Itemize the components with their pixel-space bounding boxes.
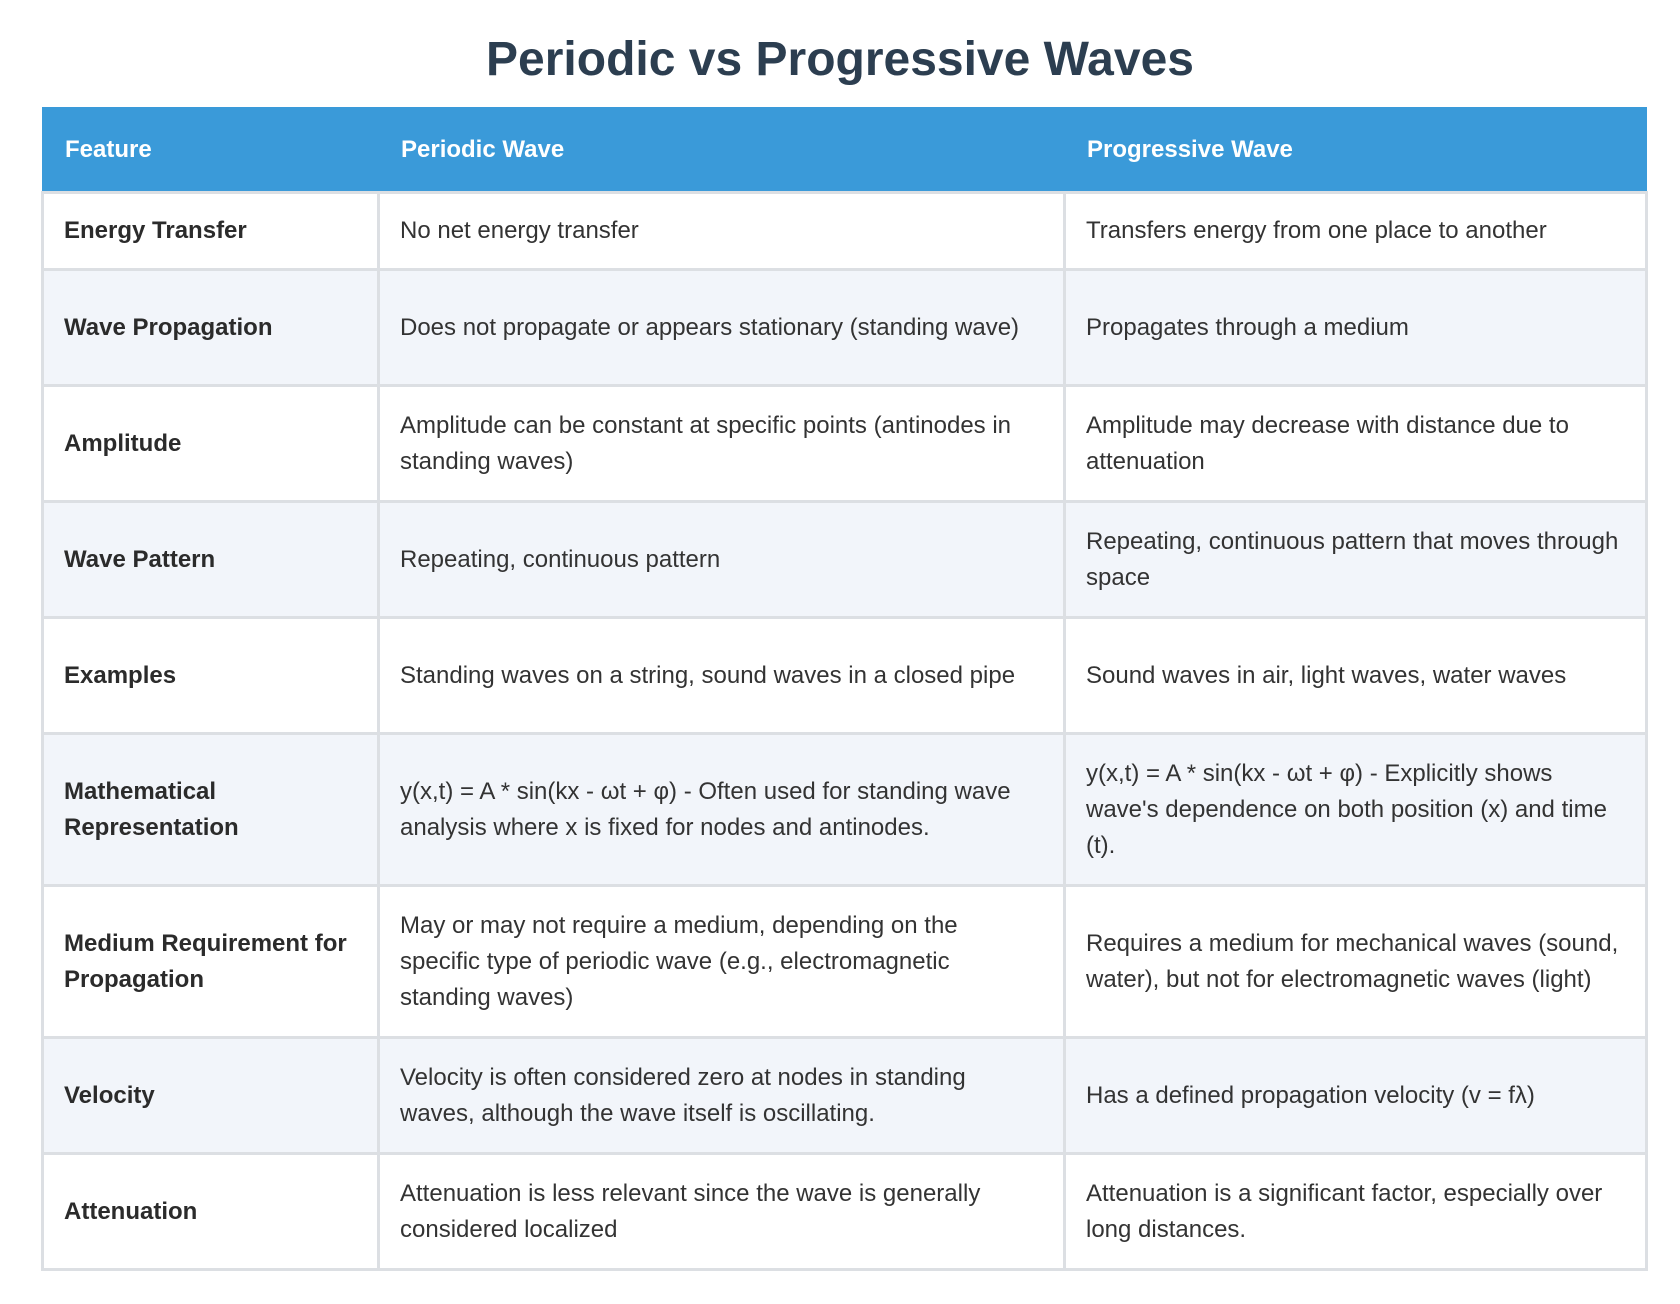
periodic-cell: Attenuation is less relevant since the w… — [377, 1152, 1066, 1271]
feature-cell: Energy Transfer — [41, 191, 380, 271]
table-row: Wave Pattern Repeating, continuous patte… — [41, 500, 1648, 619]
periodic-cell: Velocity is often considered zero at nod… — [377, 1036, 1066, 1155]
progressive-cell: Has a defined propagation velocity (v = … — [1063, 1036, 1648, 1155]
progressive-cell: Sound waves in air, light waves, water w… — [1063, 616, 1648, 735]
table-row: Examples Standing waves on a string, sou… — [41, 616, 1648, 735]
table-row: Medium Requirement for Propagation May o… — [41, 884, 1648, 1039]
periodic-cell: Repeating, continuous pattern — [377, 500, 1066, 619]
page-title: Periodic vs Progressive Waves — [486, 33, 1194, 86]
periodic-cell: Does not propagate or appears stationary… — [377, 268, 1066, 387]
table-row: Velocity Velocity is often considered ze… — [41, 1036, 1648, 1155]
progressive-cell: y(x,t) = A * sin(kx - ωt + φ) - Explicit… — [1063, 732, 1648, 887]
table-row: Attenuation Attenuation is less relevant… — [41, 1152, 1648, 1271]
progressive-cell: Repeating, continuous pattern that moves… — [1063, 500, 1648, 619]
progressive-cell: Attenuation is a significant factor, esp… — [1063, 1152, 1648, 1271]
header-feature: Feature — [42, 107, 379, 193]
progressive-cell: Amplitude may decrease with distance due… — [1063, 384, 1648, 503]
table-row: Energy Transfer No net energy transfer T… — [41, 191, 1648, 271]
progressive-cell: Transfers energy from one place to anoth… — [1063, 191, 1648, 271]
table-row: Amplitude Amplitude can be constant at s… — [41, 384, 1648, 503]
table-header: Feature Periodic Wave Progressive Wave — [42, 107, 1647, 193]
table-body: Energy Transfer No net energy transfer T… — [41, 191, 1648, 1271]
table-row: Mathematical Representation y(x,t) = A *… — [41, 732, 1648, 887]
feature-cell: Mathematical Representation — [41, 732, 380, 887]
feature-cell: Wave Propagation — [41, 268, 380, 387]
header-progressive-wave: Progressive Wave — [1064, 107, 1647, 193]
feature-cell: Examples — [41, 616, 380, 735]
header-row: Feature Periodic Wave Progressive Wave — [42, 107, 1647, 193]
periodic-cell: May or may not require a medium, dependi… — [377, 884, 1066, 1039]
periodic-cell: No net energy transfer — [377, 191, 1066, 271]
feature-cell: Velocity — [41, 1036, 380, 1155]
periodic-cell: Standing waves on a string, sound waves … — [377, 616, 1066, 735]
progressive-cell: Propagates through a medium — [1063, 268, 1648, 387]
comparison-table: Feature Periodic Wave Progressive Wave E… — [41, 107, 1648, 1271]
feature-cell: Wave Pattern — [41, 500, 380, 619]
periodic-cell: y(x,t) = A * sin(kx - ωt + φ) - Often us… — [377, 732, 1066, 887]
feature-cell: Attenuation — [41, 1152, 380, 1271]
table-row: Wave Propagation Does not propagate or a… — [41, 268, 1648, 387]
header-periodic-wave: Periodic Wave — [378, 107, 1065, 193]
feature-cell: Medium Requirement for Propagation — [41, 884, 380, 1039]
progressive-cell: Requires a medium for mechanical waves (… — [1063, 884, 1648, 1039]
feature-cell: Amplitude — [41, 384, 380, 503]
periodic-cell: Amplitude can be constant at specific po… — [377, 384, 1066, 503]
